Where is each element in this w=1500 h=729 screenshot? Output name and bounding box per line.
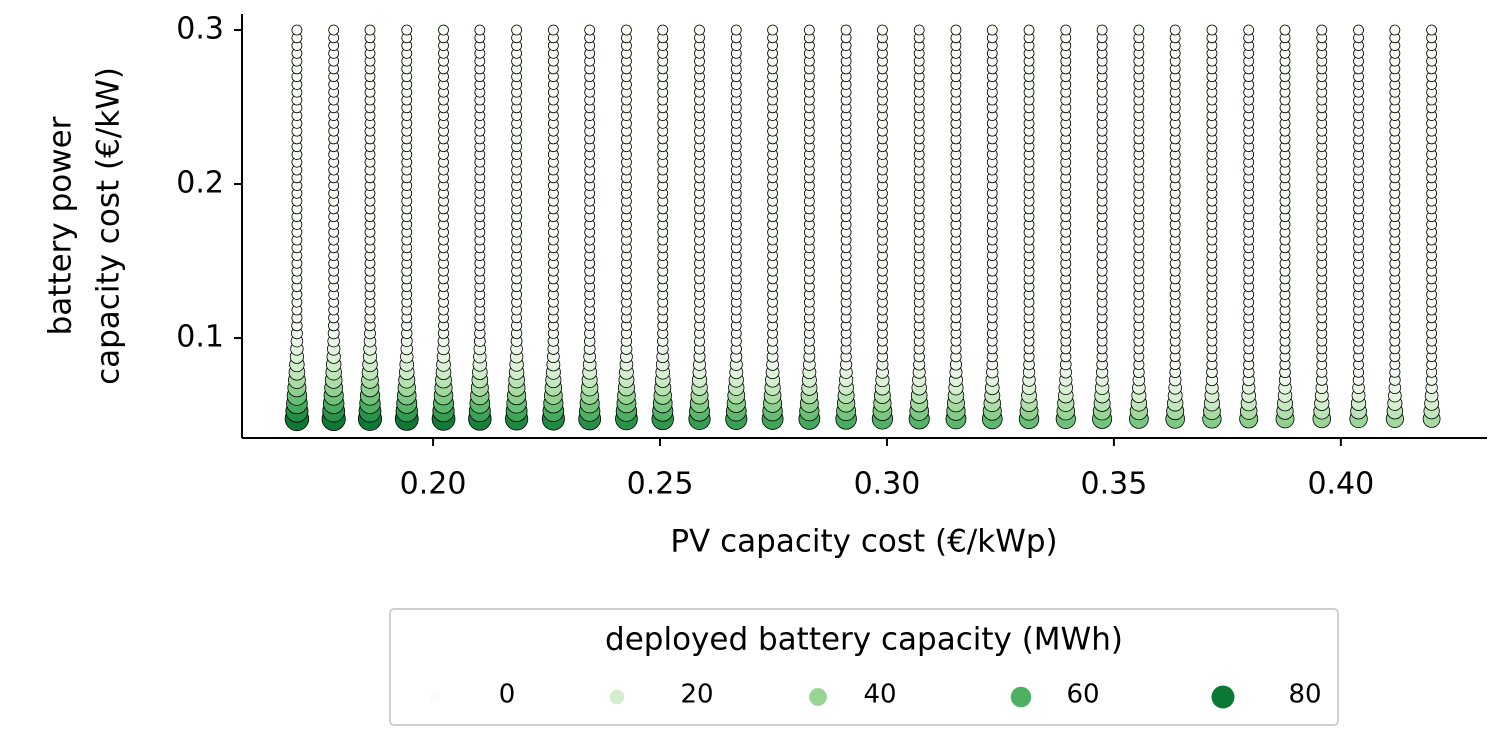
point — [950, 24, 962, 36]
point — [1023, 24, 1035, 36]
point — [291, 24, 303, 36]
legend-box — [389, 608, 1339, 726]
legend-marker — [609, 689, 625, 705]
point — [1389, 24, 1401, 36]
point — [584, 24, 596, 36]
point — [401, 24, 413, 36]
x-tick-label: 0.40 — [1307, 467, 1374, 502]
point — [1060, 24, 1072, 36]
point — [730, 24, 742, 36]
point — [694, 24, 705, 36]
point — [1353, 24, 1364, 36]
legend-label: 20 — [680, 680, 713, 710]
x-axis-label: PV capacity cost (€/kWp) — [670, 524, 1057, 560]
point — [986, 24, 998, 36]
y-axis-label: battery power — [43, 116, 79, 335]
point — [621, 24, 632, 36]
point — [1096, 24, 1108, 36]
legend-label: 60 — [1066, 680, 1099, 710]
x-tick-label: 0.25 — [627, 467, 694, 502]
point — [511, 24, 522, 36]
y-axis-label: capacity cost (€/kW) — [91, 67, 127, 385]
point — [913, 24, 925, 36]
legend-marker — [809, 688, 827, 706]
point — [1279, 24, 1291, 36]
point — [767, 24, 778, 36]
point — [547, 24, 559, 36]
point — [364, 24, 376, 36]
legend-label: 0 — [499, 680, 516, 710]
x-tick-label: 0.35 — [1081, 467, 1148, 502]
point — [1133, 24, 1145, 36]
x-tick-label: 0.30 — [854, 467, 921, 502]
point — [657, 24, 669, 36]
point — [803, 24, 815, 36]
y-tick-label: 0.1 — [176, 320, 224, 355]
point — [438, 24, 449, 36]
legend-title: deployed battery capacity (MWh) — [605, 622, 1123, 658]
legend-label: 40 — [863, 680, 896, 710]
point — [877, 24, 888, 36]
point — [1243, 24, 1255, 36]
point — [328, 24, 340, 36]
point — [1316, 24, 1328, 36]
point — [474, 24, 486, 36]
point — [840, 24, 852, 36]
point — [1206, 24, 1218, 36]
point — [1169, 24, 1181, 36]
point — [1426, 24, 1438, 36]
legend-marker — [430, 692, 440, 702]
legend-marker — [1010, 686, 1032, 708]
y-tick-label: 0.2 — [176, 166, 224, 201]
x-tick-label: 0.20 — [400, 467, 467, 502]
legend-marker — [1211, 685, 1235, 709]
legend-label: 80 — [1288, 680, 1321, 710]
y-tick-label: 0.3 — [176, 12, 224, 47]
